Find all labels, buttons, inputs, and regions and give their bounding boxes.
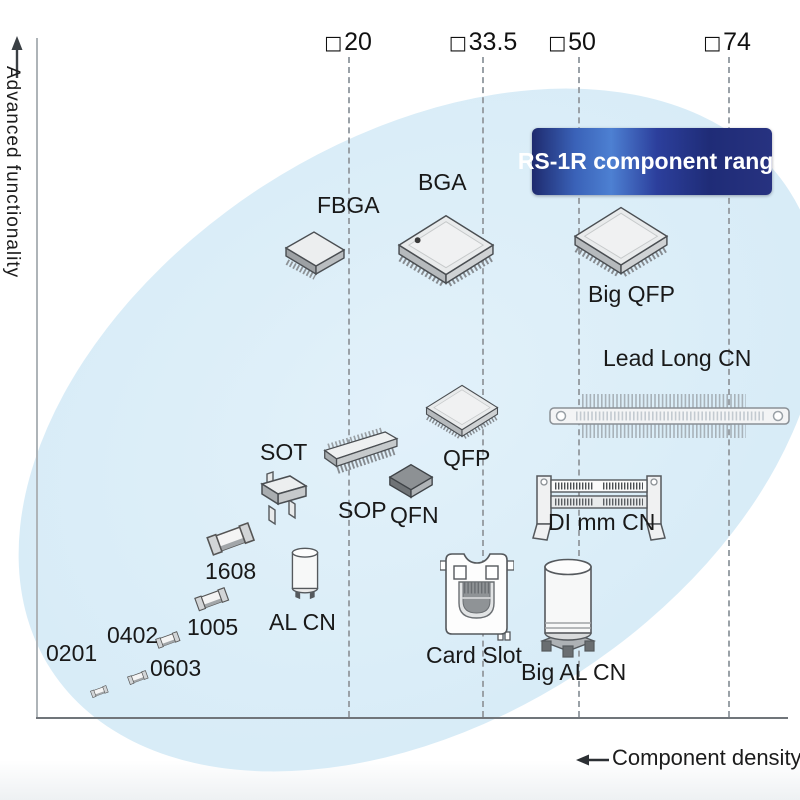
chip-0201-label: 0201 [46,640,98,666]
guide-line-33-5 [482,57,484,717]
al-cn-capacitor-icon [291,547,319,600]
chip-1005-label: 1005 [187,614,239,640]
square-icon: □ [324,32,343,54]
big-qfp-label: Big QFP [588,281,675,307]
tick-33-5-value: 33.5 [468,28,518,56]
card-slot-label: Card Slot [426,642,522,668]
dimm-cn-label: DI mm CN [548,509,656,535]
sot-transistor-icon [260,471,308,526]
x-axis-line [36,717,788,719]
tick-74: □ 74 [703,28,751,57]
tick-50-value: 50 [568,28,596,56]
y-axis-label: Advanced functionality [2,66,23,279]
big-al-cn-capacitor-icon [540,558,596,658]
qfp-label: QFP [443,445,491,471]
chip-1608-label: 1608 [205,558,257,584]
qfp-chip-icon [421,378,503,446]
lead-long-cn-connector-icon [549,394,790,438]
big-al-cn-label: Big AL CN [521,659,627,685]
qfn-label: QFN [390,502,439,528]
al-cn-label: AL CN [269,609,336,635]
chip-0603-icon [127,669,149,687]
x-axis-arrow-icon [576,754,609,766]
tick-20: □ 20 [324,28,372,57]
guide-line-50 [578,57,580,717]
qfn-chip-icon [388,463,434,499]
sot-label: SOT [260,439,308,465]
tick-20-value: 20 [344,28,372,56]
chip-0402-icon [155,630,181,651]
square-icon: □ [548,32,567,54]
fbga-label: FBGA [317,192,380,218]
square-icon: □ [703,32,722,54]
sop-label: SOP [338,497,387,523]
x-axis-label: Component density [612,745,800,770]
big-qfp-chip-icon [568,198,674,286]
y-axis-line [36,38,38,718]
chip-1608-icon [206,520,256,560]
chip-1005-icon [194,586,230,614]
square-icon: □ [448,32,467,54]
tick-50: □ 50 [548,28,596,57]
card-slot-icon [440,553,514,641]
guide-line-20 [348,57,350,717]
y-axis-arrow-icon [11,36,23,78]
chip-0402-label: 0402 [107,622,159,648]
bga-chip-icon [394,206,498,296]
lead-long-cn-label: Lead Long CN [603,345,752,371]
sop-chip-icon [323,427,399,474]
chip-0603-label: 0603 [150,655,202,681]
tick-74-value: 74 [723,28,751,56]
rs1r-banner: RS-1R component range [518,128,786,195]
bga-label: BGA [418,169,467,195]
fbga-chip-icon [284,231,346,280]
chip-0201-icon [90,684,109,700]
dimm-cn-connector-icon [532,475,666,541]
guide-line-74 [728,57,730,717]
rs1r-banner-label: RS-1R component range [517,148,787,174]
tick-33-5: □ 33.5 [449,28,518,57]
